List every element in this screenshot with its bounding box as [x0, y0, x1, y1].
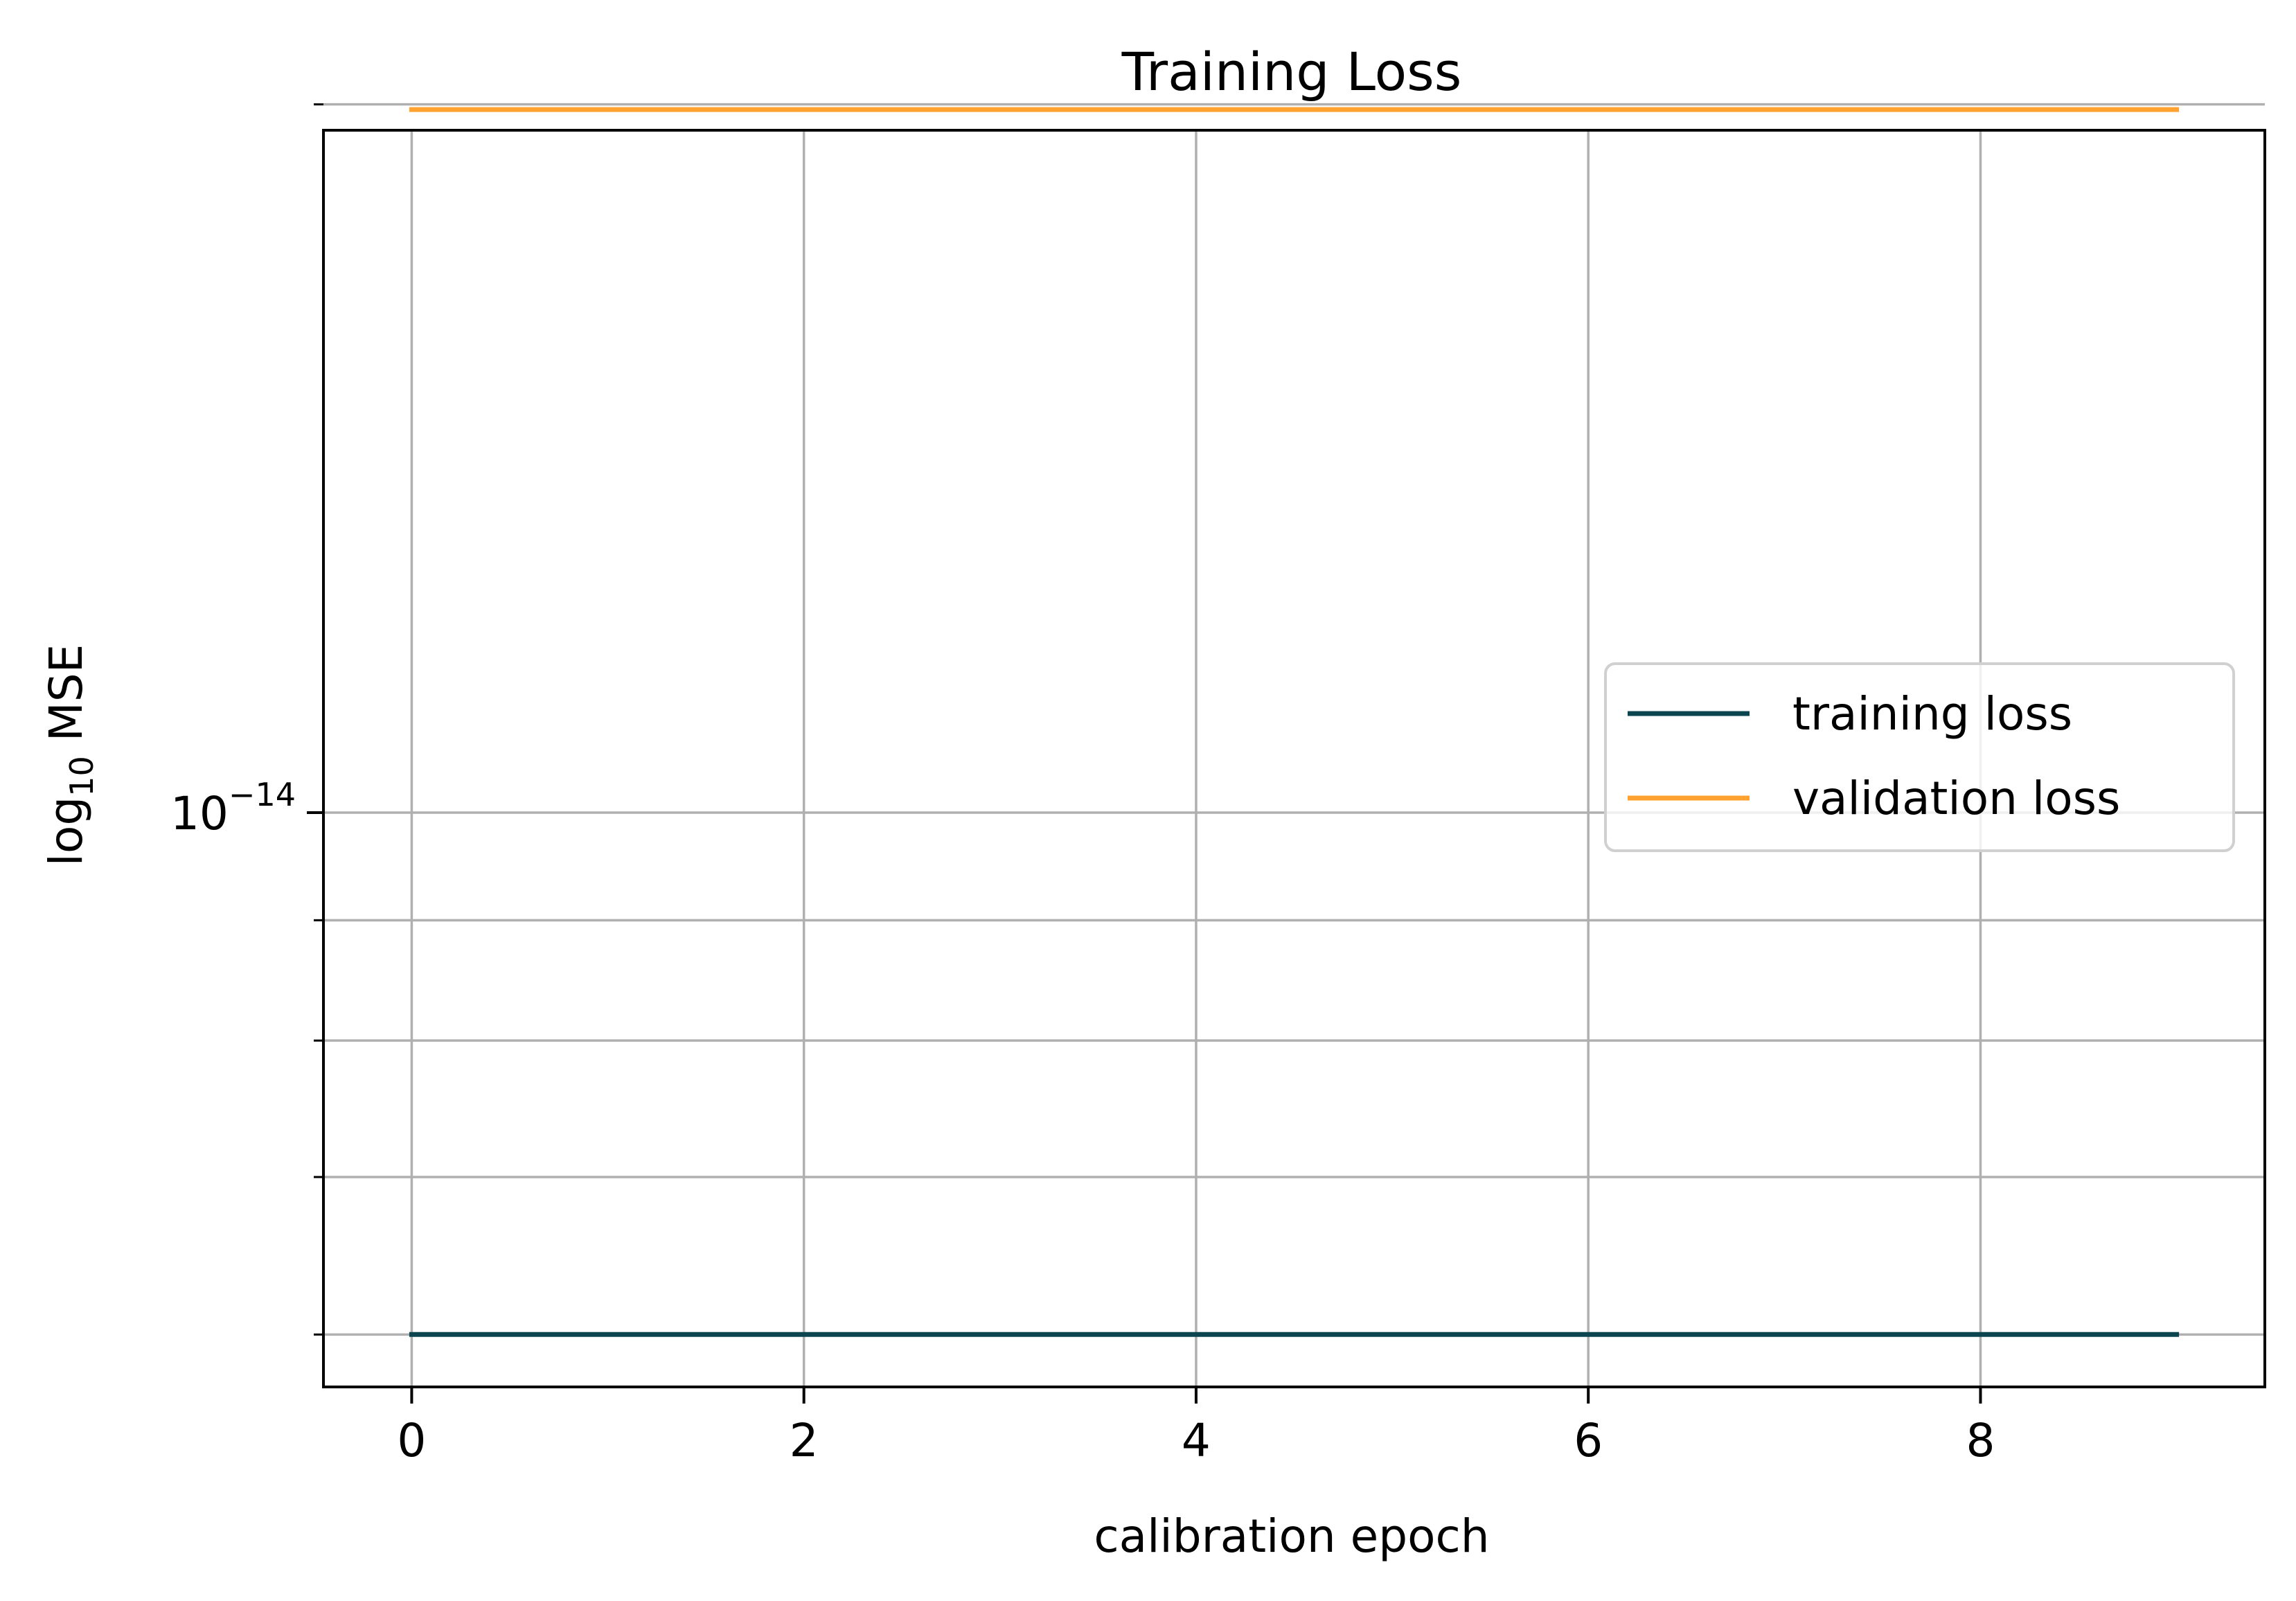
y-axis-label: log10 MSE	[39, 644, 100, 867]
y-axis-label-subscript: 10	[63, 756, 100, 797]
chart-title: Training Loss	[1121, 41, 1462, 103]
axis-ticks: 0 2 4 6 8 10−14	[170, 103, 1995, 1467]
grid	[323, 103, 2265, 1387]
x-tick-label: 0	[397, 1414, 426, 1467]
y-tick-label-exponent: −14	[229, 776, 296, 813]
x-axis-label: calibration epoch	[1094, 1510, 1489, 1563]
plot-frame	[322, 129, 2266, 1388]
legend-label-training-loss: training loss	[1792, 687, 2072, 741]
y-axis-label-main: log	[39, 797, 93, 867]
x-tick-label: 4	[1182, 1414, 1211, 1467]
x-tick-label: 8	[1966, 1414, 1995, 1467]
y-tick-label-base: 10	[170, 787, 229, 840]
legend-label-validation-loss: validation loss	[1792, 772, 2120, 825]
legend-box	[1604, 662, 2235, 852]
x-tick-label: 6	[1574, 1414, 1603, 1467]
y-tick-label: 10−14	[170, 776, 296, 840]
series-lines	[409, 107, 2180, 1337]
y-axis-label-rest: MSE	[39, 644, 93, 757]
x-tick-label: 2	[790, 1414, 819, 1467]
legend: training loss validation loss	[1604, 662, 2235, 852]
